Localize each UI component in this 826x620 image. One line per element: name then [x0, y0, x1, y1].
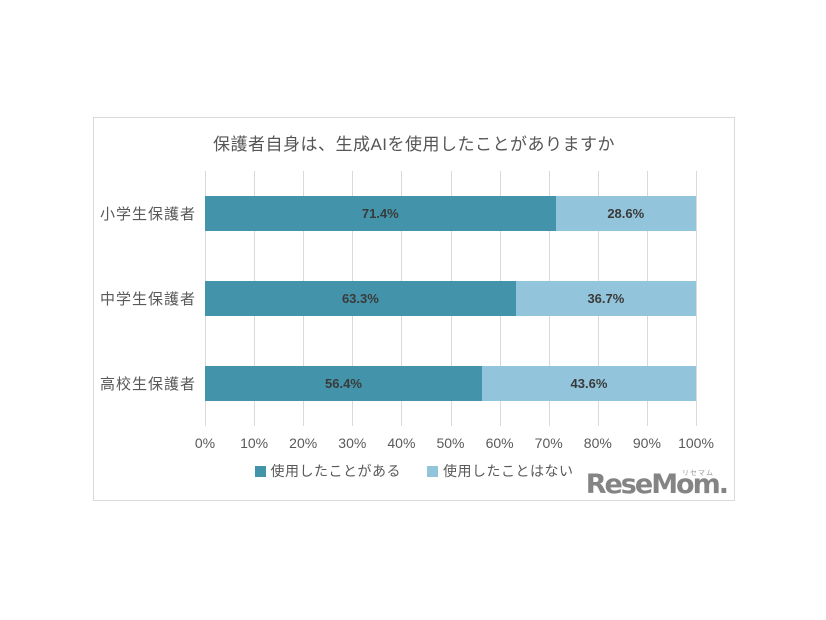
x-tick-label: 100% — [678, 435, 714, 451]
value-label: 71.4% — [361, 206, 399, 221]
bar-rows: 小学生保護者 71.4% 28.6% 中学生保護者 63.3% 36.7% 高校生保護者 56… — [100, 171, 696, 426]
legend-swatch-used — [254, 465, 266, 477]
legend-item-used: 使用したことがある — [254, 461, 402, 481]
x-tick-label: 70% — [534, 435, 563, 451]
x-tick-label: 0% — [194, 435, 216, 451]
category-label: 中学生保護者 — [99, 291, 196, 308]
legend-label-not-used: 使用したことはない — [443, 463, 574, 479]
x-axis: 0% 10% 20% 30% 40% 50% 60% 70% 80% 90% 100% — [195, 435, 714, 453]
resemom-logo-text: ReseMom. — [585, 469, 729, 500]
bar-segment-not-used: 43.6% — [481, 366, 696, 401]
chart-title: 保護者自身は、生成AIを使用したことがありますか — [212, 135, 616, 154]
bar-segment-used: 63.3% — [205, 281, 516, 316]
legend-item-not-used: 使用したことはない — [427, 461, 574, 481]
gridline-100% — [696, 171, 697, 426]
value-label: 56.4% — [325, 376, 362, 391]
bar-segment-used: 71.4% — [205, 196, 556, 231]
resemom-logo-ruby: リセマム — [682, 470, 714, 477]
bar-track: 63.3% 36.7% — [205, 281, 696, 316]
value-label: 63.3% — [341, 291, 379, 306]
bar-segment-not-used: 28.6% — [555, 196, 696, 231]
x-tick-label: 30% — [338, 435, 367, 451]
category-label: 小学生保護者 — [99, 206, 196, 223]
x-tick-label: 60% — [485, 435, 514, 451]
x-tick-label: 90% — [632, 435, 661, 451]
bar-track: 56.4% 43.6% — [205, 366, 696, 401]
chart-container: 保護者自身は、生成AIを使用したことがありますか 小学生保護者 71.4% 28.6… — [93, 117, 735, 501]
bar-row: 高校生保護者 56.4% 43.6% — [100, 341, 696, 426]
legend: 使用したことがある 使用したことはない — [94, 461, 734, 481]
x-tick-label: 50% — [436, 435, 465, 451]
bar-row: 中学生保護者 63.3% 36.7% — [100, 256, 696, 341]
x-tick-label: 80% — [583, 435, 612, 451]
legend-label-used: 使用したことがある — [270, 463, 401, 479]
value-label: 43.6% — [570, 376, 608, 391]
plot-area: 小学生保護者 71.4% 28.6% 中学生保護者 63.3% 36.7% 高校生保護者 56… — [100, 171, 697, 426]
x-tick-label: 40% — [387, 435, 416, 451]
x-tick-label: 20% — [289, 435, 318, 451]
bar-row: 小学生保護者 71.4% 28.6% — [100, 171, 696, 256]
legend-swatch-not-used — [427, 465, 438, 477]
bar-segment-not-used: 36.7% — [515, 281, 696, 316]
value-label: 28.6% — [607, 206, 645, 221]
bar-track: 71.4% 28.6% — [205, 196, 696, 231]
x-tick-label: 10% — [240, 435, 269, 451]
bar-segment-used: 56.4% — [205, 366, 482, 401]
value-label: 36.7% — [587, 291, 625, 306]
resemom-logo: リセマム ReseMom. — [585, 469, 729, 500]
category-label: 高校生保護者 — [99, 376, 196, 393]
